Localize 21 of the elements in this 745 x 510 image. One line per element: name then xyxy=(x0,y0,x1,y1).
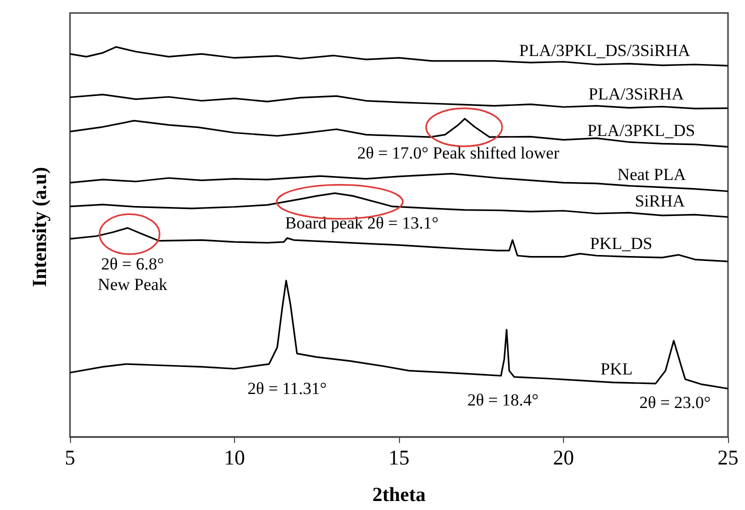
series-label: PKL_DS xyxy=(590,234,652,253)
x-tick-label: 15 xyxy=(388,446,410,470)
x-tick-label: 20 xyxy=(553,446,574,470)
y-axis-title: Intensity (a.u) xyxy=(29,166,51,288)
x-tick-label: 25 xyxy=(718,446,738,470)
series-label: SiRHA xyxy=(634,191,686,210)
x-tick-label: 10 xyxy=(224,446,245,470)
series-label: PKL xyxy=(600,359,633,378)
annotation: 2θ = 6.8° xyxy=(101,254,164,274)
annotation: Board peak 2θ = 13.1° xyxy=(285,214,439,233)
series-label: PLA/3SiRHA xyxy=(588,84,685,104)
annotation: 2θ = 18.4° xyxy=(467,390,539,410)
x-tick-label: 5 xyxy=(64,446,76,470)
annotation: 2θ = 11.31° xyxy=(248,379,327,398)
series-label: PLA/3PKL_DS/3SiRHA xyxy=(519,41,691,60)
annotation: 2θ = 23.0° xyxy=(639,393,711,412)
x-axis-title: 2theta xyxy=(372,484,426,506)
annotation: 2θ = 17.0° Peak shifted lower xyxy=(357,144,560,163)
series-label: PLA/3PKL_DS xyxy=(587,120,696,140)
annotation: New Peak xyxy=(98,274,168,294)
series-label: Neat PLA xyxy=(617,164,687,184)
